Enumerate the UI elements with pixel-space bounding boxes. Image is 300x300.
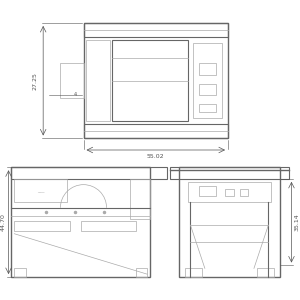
Bar <box>136 268 147 277</box>
Bar <box>11 167 167 179</box>
Text: 4: 4 <box>73 92 76 97</box>
Text: 35.14: 35.14 <box>294 213 299 231</box>
Text: 44.70: 44.70 <box>1 213 6 231</box>
Bar <box>61 63 84 98</box>
Bar <box>81 221 136 231</box>
Bar <box>199 84 216 95</box>
Bar <box>184 268 202 277</box>
Bar <box>239 189 248 196</box>
Bar <box>199 104 216 112</box>
Bar <box>199 186 216 196</box>
Bar <box>225 189 234 196</box>
Bar <box>199 63 216 75</box>
Bar <box>11 167 150 277</box>
Bar <box>84 23 228 38</box>
Bar <box>112 40 188 121</box>
Bar <box>84 23 228 139</box>
Bar <box>14 179 67 202</box>
Bar <box>257 268 274 277</box>
Bar <box>130 179 150 219</box>
Bar <box>14 221 70 231</box>
Text: 27.25: 27.25 <box>32 72 38 90</box>
Text: ___: ___ <box>37 188 44 193</box>
Bar <box>170 167 289 179</box>
Bar <box>84 124 228 139</box>
Text: 55.02: 55.02 <box>147 154 165 159</box>
Bar <box>14 268 26 277</box>
Bar <box>86 40 110 121</box>
Bar <box>188 182 271 202</box>
Bar <box>179 167 280 277</box>
Bar <box>193 43 222 118</box>
